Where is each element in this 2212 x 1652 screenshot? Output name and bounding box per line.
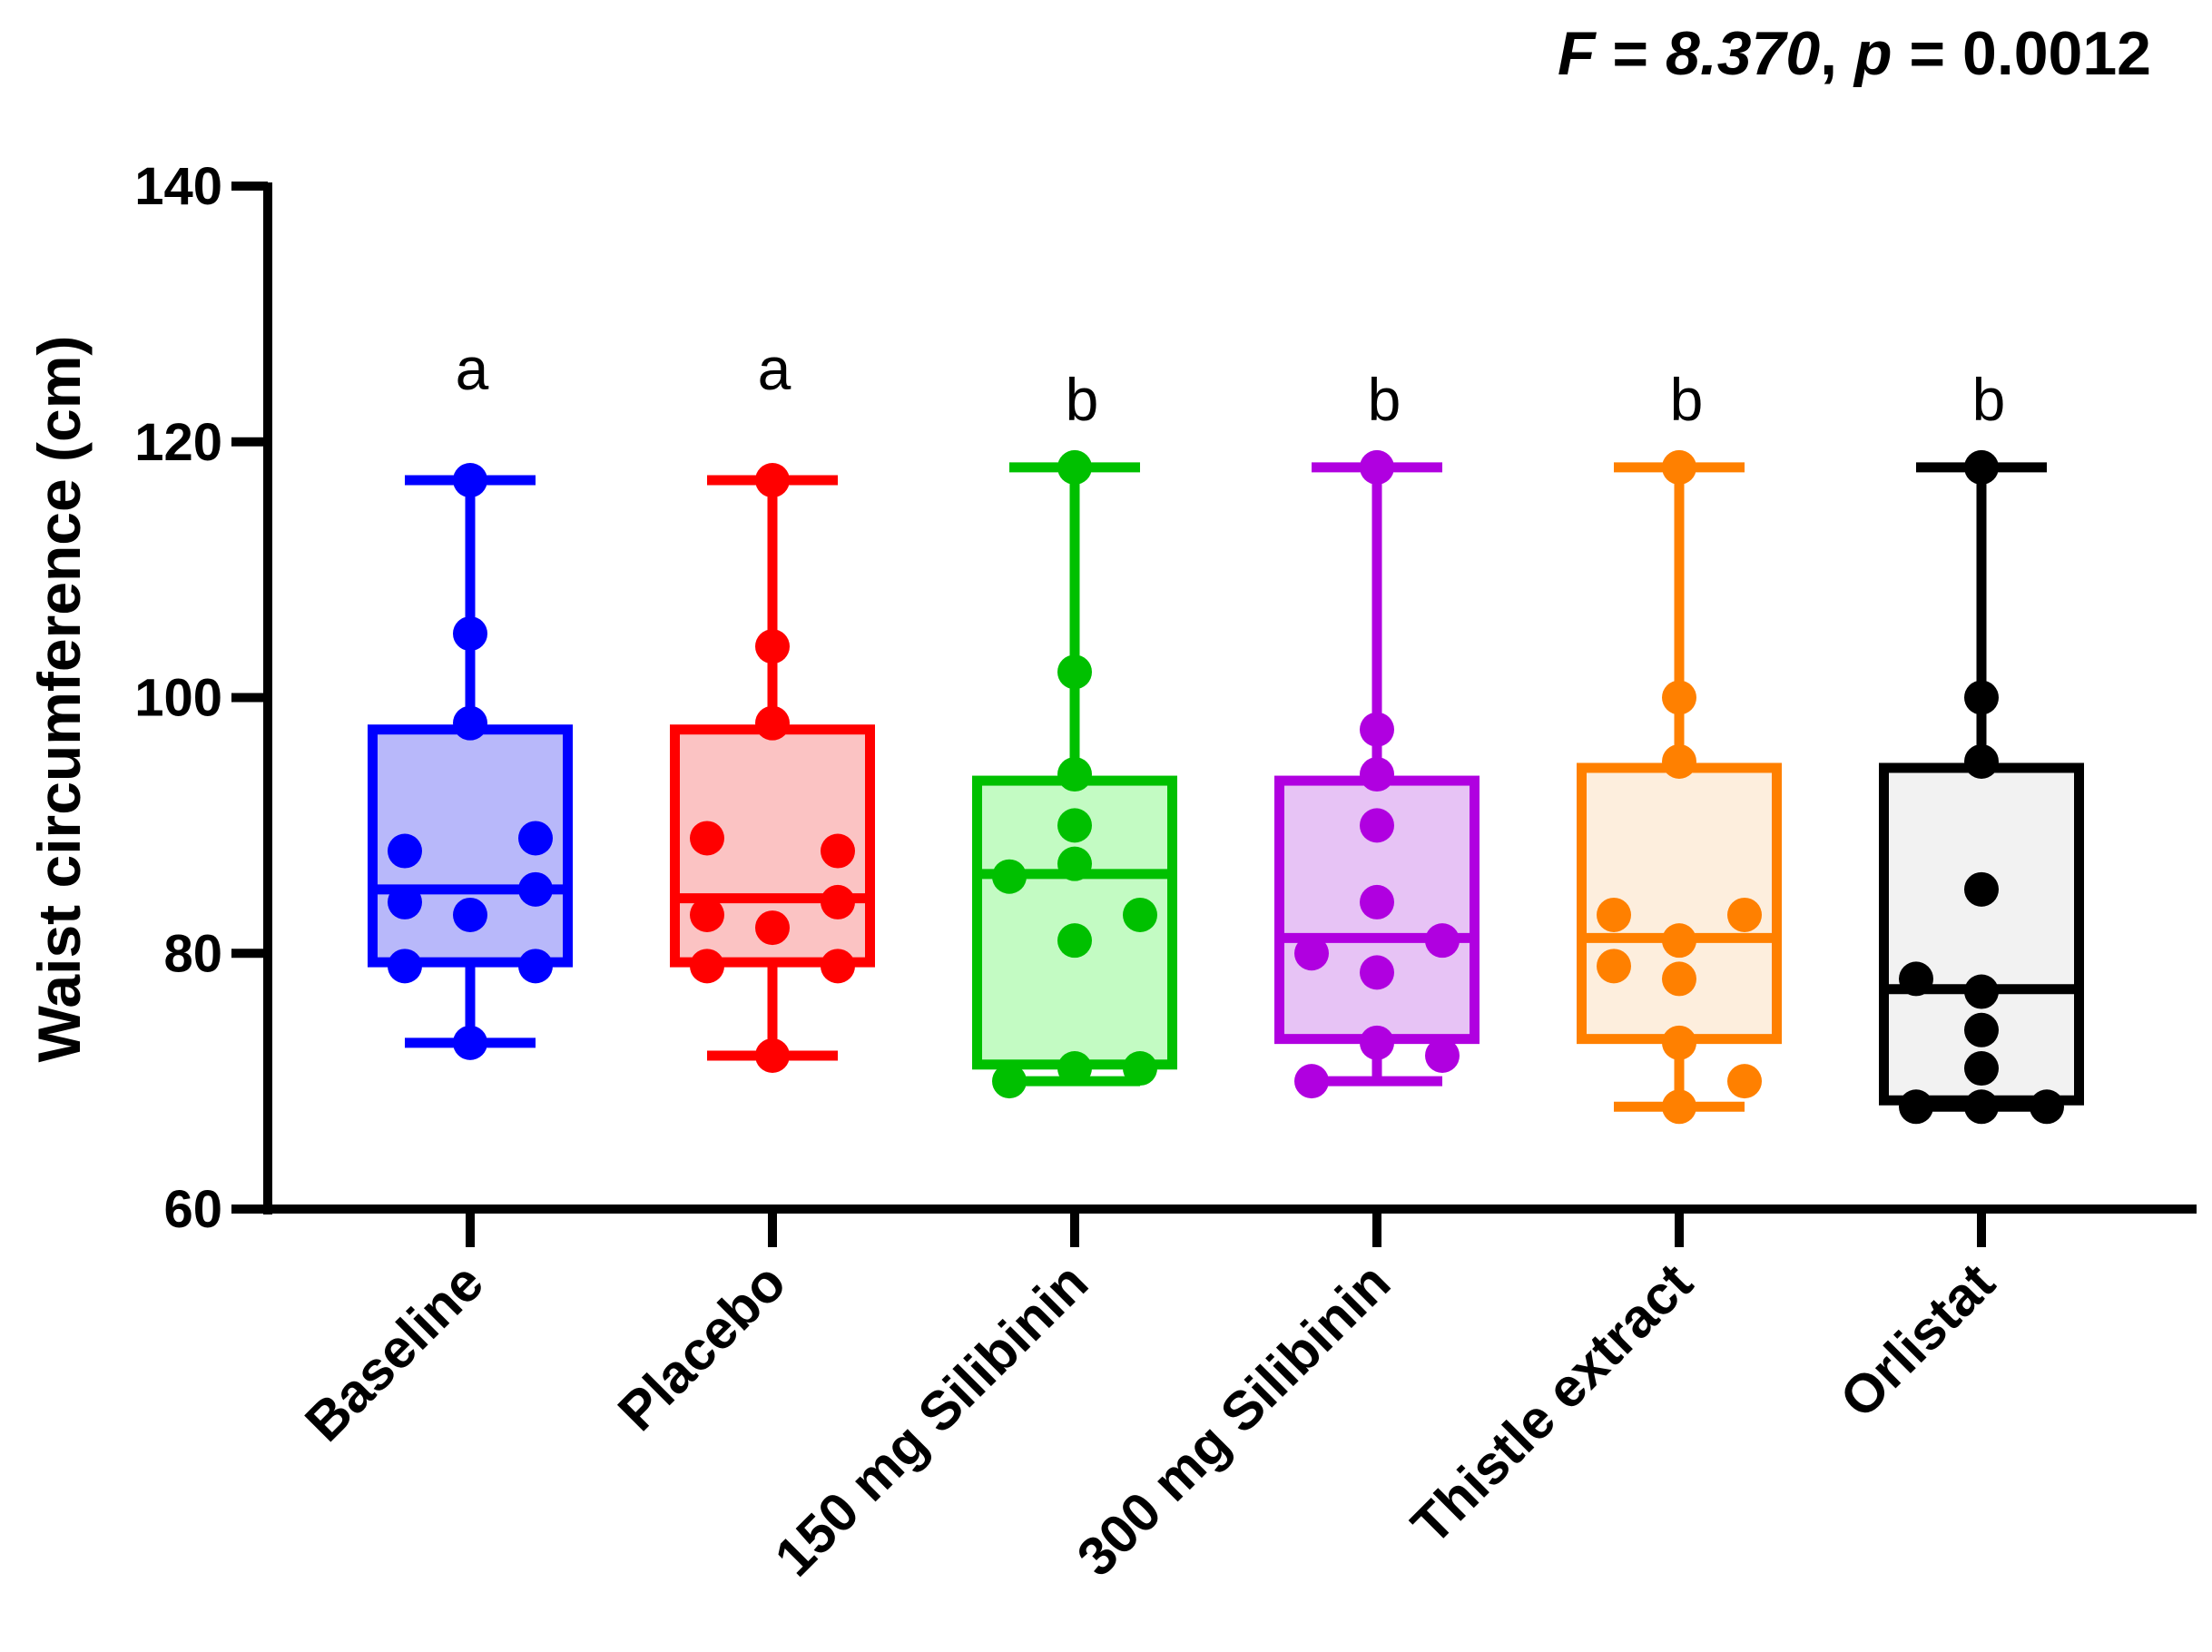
data-point bbox=[992, 859, 1027, 894]
y-axis-title: Waist circumference (cm) bbox=[25, 336, 93, 1063]
data-point bbox=[1360, 884, 1394, 919]
data-point bbox=[1899, 1089, 1933, 1125]
data-point bbox=[1360, 712, 1394, 747]
data-point bbox=[1294, 936, 1329, 971]
data-point bbox=[821, 833, 855, 869]
data-point bbox=[1057, 757, 1092, 792]
x-category-label: Thistle extract bbox=[1400, 1252, 1704, 1556]
significance-letter: a bbox=[456, 335, 489, 402]
stat-p-symbol: p bbox=[1853, 19, 1892, 88]
significance-letter: b bbox=[1670, 366, 1704, 433]
data-point bbox=[821, 884, 855, 919]
data-point bbox=[518, 871, 553, 907]
data-point bbox=[1597, 949, 1631, 984]
data-point bbox=[518, 949, 553, 984]
data-point bbox=[1662, 923, 1696, 959]
data-point bbox=[1425, 923, 1460, 959]
data-point bbox=[1425, 1037, 1460, 1073]
data-point bbox=[1360, 1025, 1394, 1060]
data-point bbox=[1662, 1025, 1696, 1060]
data-point bbox=[1597, 897, 1631, 932]
data-point bbox=[1964, 1012, 1999, 1047]
box-iqr bbox=[1879, 762, 2084, 1106]
data-point bbox=[755, 705, 790, 741]
data-point bbox=[1057, 846, 1092, 881]
data-point bbox=[1123, 1051, 1157, 1087]
data-point bbox=[1057, 449, 1092, 485]
x-category-label: Placebo bbox=[606, 1252, 797, 1442]
significance-letter: b bbox=[1066, 366, 1099, 433]
significance-letter: b bbox=[1972, 366, 2006, 433]
y-tick-label: 120 bbox=[134, 413, 222, 472]
axes: 60 80 100 120 140 bbox=[134, 157, 2197, 1247]
data-point bbox=[1123, 897, 1157, 932]
data-point bbox=[1964, 743, 1999, 779]
data-point bbox=[690, 949, 724, 984]
data-point bbox=[690, 821, 724, 856]
data-point bbox=[1964, 974, 1999, 1009]
data-point bbox=[2030, 1089, 2064, 1125]
x-category-label: Baseline bbox=[293, 1252, 495, 1453]
data-point bbox=[755, 1037, 790, 1073]
x-category-label: Orlistat bbox=[1828, 1252, 2006, 1430]
data-point bbox=[1727, 897, 1762, 932]
x-category-label: 300 mg Silibinin bbox=[1066, 1252, 1401, 1588]
data-point bbox=[1662, 449, 1696, 485]
x-category-label: 150 mg Silibinin bbox=[763, 1252, 1099, 1588]
data-point bbox=[1662, 680, 1696, 715]
data-point bbox=[1294, 1064, 1329, 1099]
significance-letter: a bbox=[758, 335, 791, 402]
data-point bbox=[1360, 449, 1394, 485]
data-point bbox=[1057, 923, 1092, 959]
stat-f-value: 8.370 bbox=[1666, 19, 1820, 88]
data-point bbox=[1964, 680, 1999, 715]
box-group bbox=[1577, 462, 1782, 1112]
data-point bbox=[755, 463, 790, 498]
data-point bbox=[453, 616, 487, 652]
data-points bbox=[388, 449, 2064, 1125]
data-point bbox=[388, 949, 422, 984]
data-point bbox=[1662, 1089, 1696, 1125]
data-point bbox=[518, 821, 553, 856]
data-point bbox=[1662, 961, 1696, 997]
data-point bbox=[1964, 449, 1999, 485]
stat-p-value: 0.0012 bbox=[1962, 19, 2151, 88]
data-point bbox=[1057, 808, 1092, 843]
data-point bbox=[388, 884, 422, 919]
data-point bbox=[992, 1064, 1027, 1099]
data-point bbox=[690, 897, 724, 932]
y-tick-label: 140 bbox=[134, 157, 222, 216]
data-point bbox=[453, 897, 487, 932]
data-point bbox=[1899, 961, 1933, 997]
y-tick-label: 100 bbox=[134, 669, 222, 728]
data-point bbox=[1662, 743, 1696, 779]
data-point bbox=[1360, 955, 1394, 990]
data-point bbox=[1964, 1051, 1999, 1087]
data-point bbox=[453, 463, 487, 498]
data-point bbox=[1360, 757, 1394, 792]
data-point bbox=[453, 1025, 487, 1060]
box-series bbox=[368, 462, 2084, 1112]
data-point bbox=[1057, 654, 1092, 690]
data-point bbox=[388, 833, 422, 869]
data-point bbox=[1727, 1064, 1762, 1099]
stat-annotation: F = 8.370, p = 0.0012 bbox=[1558, 19, 2151, 88]
data-point bbox=[821, 949, 855, 984]
data-point bbox=[755, 629, 790, 664]
data-point bbox=[1360, 808, 1394, 843]
y-tick-label: 60 bbox=[163, 1180, 222, 1239]
stat-f-symbol: F bbox=[1558, 19, 1597, 88]
data-point bbox=[453, 705, 487, 741]
box-group bbox=[1879, 462, 2084, 1112]
data-point bbox=[755, 910, 790, 946]
data-point bbox=[1964, 1089, 1999, 1125]
significance-letter: b bbox=[1368, 366, 1401, 433]
data-point bbox=[1964, 871, 1999, 907]
y-tick-label: 80 bbox=[163, 924, 222, 983]
data-point bbox=[1057, 1051, 1092, 1087]
